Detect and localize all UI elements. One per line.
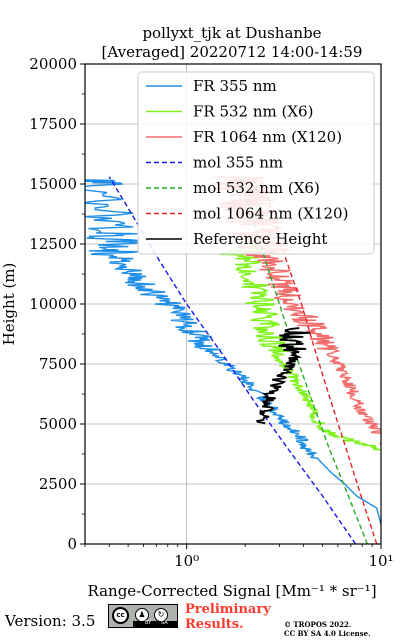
copyright-line1: © TROPOS 2022. — [284, 620, 352, 629]
cc-icon: cc — [112, 607, 129, 624]
y-tick-label: 20000 — [29, 55, 77, 73]
legend-label: mol 1064 nm (X120) — [193, 205, 348, 223]
y-axis-label: Height (m) — [0, 263, 18, 346]
y-tick-label: 15000 — [29, 175, 77, 193]
legend: FR 355 nm FR 532 nm (X6) FR 1064 nm (X120)… — [137, 71, 375, 255]
preliminary-results-notice: Preliminary Results. — [185, 602, 271, 632]
y-tick-label: 7500 — [39, 355, 77, 373]
y-tick-label: 17500 — [29, 115, 77, 133]
axis-ticks: 0 2500 5000 7500 10000 12500 15000 17500 20000 10… — [29, 55, 393, 570]
cc-license-badge: cc ♟ ↻ BY SA — [108, 604, 178, 628]
cc-sa-text: SA — [161, 620, 168, 626]
preliminary-line2: Results. — [185, 617, 244, 632]
copyright-line2: CC BY SA 4.0 License. — [284, 629, 371, 638]
y-tick-label: 0 — [67, 535, 77, 553]
version-label: Version: 3.5 — [5, 612, 96, 630]
legend-label: Reference Height — [193, 230, 327, 248]
legend-label: mol 355 nm — [193, 154, 283, 172]
series-line — [85, 176, 381, 528]
legend-label: FR 1064 nm (X120) — [193, 128, 342, 146]
series-line — [219, 243, 381, 451]
legend-label: mol 532 nm (X6) — [193, 179, 320, 197]
footer: Version: 3.5 cc ♟ ↻ BY SA Preliminary Re… — [0, 598, 400, 640]
copyright-notice: © TROPOS 2022. CC BY SA 4.0 License. — [284, 620, 371, 638]
legend-label: FR 355 nm — [193, 77, 277, 95]
y-tick-label: 5000 — [39, 415, 77, 433]
chart-title-line2: [Averaged] 20220712 14:00-14:59 — [102, 43, 363, 61]
attribution-icon: ♟ — [135, 608, 149, 622]
y-tick-label: 12500 — [29, 235, 77, 253]
series-line — [259, 176, 378, 544]
chart-title-line1: pollyxt_tjk at Dushanbe — [142, 24, 321, 42]
series-line — [255, 327, 311, 425]
cc-badge-strip: BY SA — [133, 620, 178, 627]
x-axis-label: Range-Corrected Signal [Mm⁻¹ * sr⁻¹] — [87, 582, 376, 600]
preliminary-line1: Preliminary — [185, 602, 271, 617]
x-tick-label: 10⁰ — [174, 552, 199, 570]
x-tick-label: 10¹ — [368, 552, 393, 570]
legend-box — [137, 71, 375, 255]
y-tick-label: 2500 — [39, 475, 77, 493]
cc-by-text: BY — [145, 620, 152, 626]
y-tick-label: 10000 — [29, 295, 77, 313]
legend-label: FR 532 nm (X6) — [193, 103, 313, 121]
